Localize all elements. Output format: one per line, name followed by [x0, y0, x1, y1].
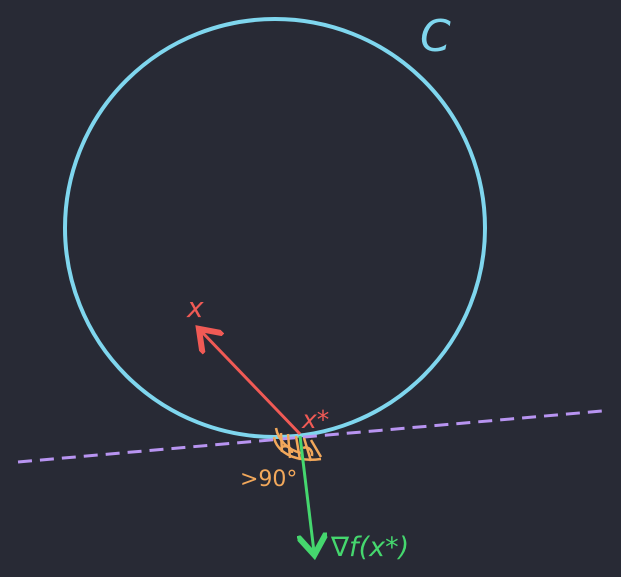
supporting-hyperplane-line: [17, 409, 603, 464]
optimum-x-star-label: x*: [301, 405, 329, 434]
gradient-vector: [300, 435, 314, 552]
angle-hatch-icon: [272, 427, 323, 462]
angle-label: >90°: [240, 467, 297, 492]
set-c-label: C: [420, 11, 451, 62]
vector-x-star-to-x: [201, 331, 302, 436]
set-c-circle: [63, 17, 487, 439]
point-x-label: x: [186, 291, 204, 324]
gradient-label: ∇f(x*): [330, 532, 409, 563]
